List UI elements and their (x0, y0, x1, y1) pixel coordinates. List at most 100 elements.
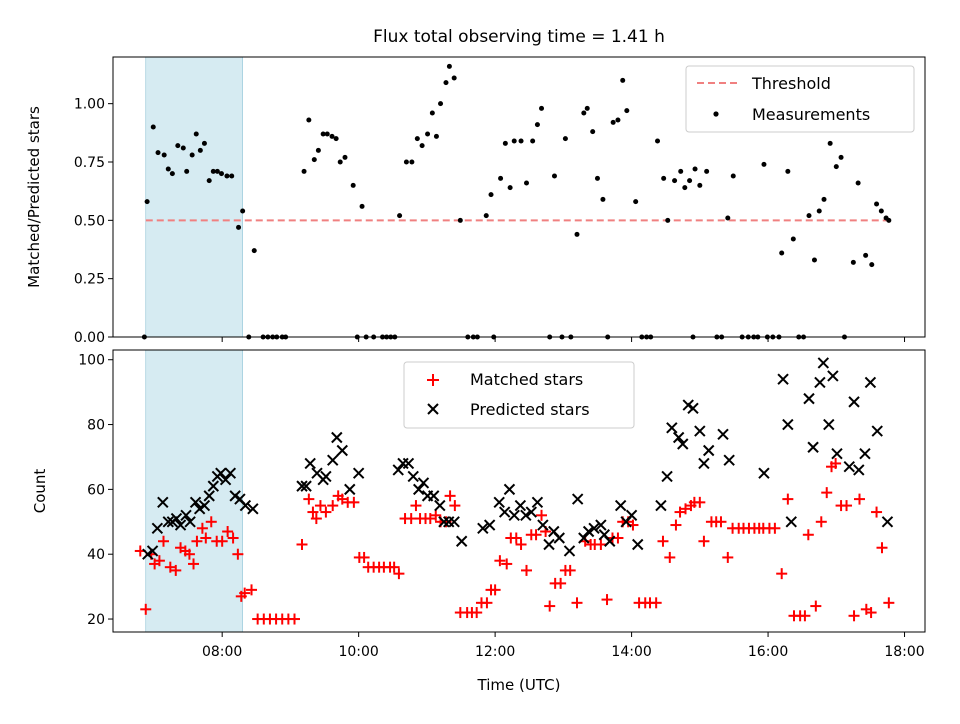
top-y-tick-label: 0.50 (74, 213, 105, 229)
x-tick-label: 16:00 (748, 644, 788, 660)
measurement-point (306, 117, 312, 123)
measurement-point (301, 168, 307, 174)
bottom-y-ticks: 20 40 60 80 100 (78, 353, 113, 628)
matched-star-point (722, 551, 734, 563)
matched-star-point (865, 607, 877, 619)
predicted-star-point (698, 457, 710, 470)
predicted-star-point (871, 425, 883, 437)
predicted-star-point (848, 396, 860, 408)
measurement-point (655, 138, 661, 144)
bottom-legend: Matched stars Predicted stars (403, 361, 635, 429)
predicted-star-point (392, 464, 404, 476)
matched-star-point (515, 538, 527, 550)
predicted-star-point (785, 516, 797, 528)
predicted-star-point (215, 467, 227, 479)
predicted-star-point (477, 522, 489, 534)
measurement-point (419, 143, 425, 149)
predicted-star-point (146, 545, 159, 557)
matched-star-point (388, 561, 400, 573)
predicted-star-point (817, 357, 830, 369)
matched-star-point (494, 555, 506, 567)
matched-star-point (444, 490, 456, 502)
measurement-point (584, 105, 590, 111)
matched-star-point (555, 577, 567, 589)
x-tick-label: 14:00 (611, 644, 651, 660)
predicted-star-point (336, 444, 348, 457)
predicted-star-point (531, 496, 544, 509)
measurement-point (144, 199, 150, 205)
predicted-star-point (677, 438, 689, 450)
measurement-point (833, 164, 839, 170)
matched-star-point (205, 516, 217, 528)
predicted-legend-label: Predicted stars (470, 400, 590, 419)
top-x-ticks (221, 337, 906, 342)
top-plot-frame (112, 56, 926, 338)
predicted-star-point (174, 519, 187, 531)
measurement-point (620, 77, 626, 83)
matched-star-point (821, 487, 833, 499)
predicted-star-point (625, 509, 638, 522)
matched-star-point (810, 600, 822, 612)
measurement-point (838, 154, 844, 160)
matched-star-point (841, 500, 853, 512)
predicted-star-point (224, 467, 237, 479)
measurement-point (687, 178, 693, 184)
predicted-star-point (184, 516, 196, 528)
matched-star-point (501, 558, 513, 570)
measurements-legend-swatch (713, 111, 719, 117)
predicted-star-point (498, 506, 511, 518)
predicted-star-point (717, 428, 729, 440)
matched-star-point (536, 509, 548, 521)
matched-star-point (348, 496, 360, 508)
x-tick-label: 08:00 (202, 644, 242, 660)
predicted-star-point (859, 448, 871, 460)
predicted-star-point (853, 464, 865, 476)
matched-star-point (200, 532, 212, 544)
measurement-point (429, 110, 435, 116)
predicted-star-point (427, 490, 440, 502)
measurement-point (488, 192, 494, 198)
predicted-star-point (537, 519, 549, 531)
measurement-point (350, 182, 356, 188)
shaded-span-bottom (145, 349, 243, 633)
measurement-point (240, 208, 246, 214)
bottom-plot-frame (112, 349, 926, 633)
matched-star-point (216, 535, 228, 547)
bottom-x-ticks: 08:00 10:00 12:00 14:00 16:00 18:00 (202, 632, 925, 660)
matched-star-point (358, 551, 370, 563)
predicted-star-point (402, 457, 415, 470)
predicted-star-point (448, 516, 460, 528)
measurement-point (785, 168, 791, 174)
matched-star-point (183, 548, 195, 560)
measurement-point (850, 259, 856, 265)
measurement-point (337, 159, 343, 165)
top-panel: 0.00 0.25 0.50 0.75 1.00 Matched/Predicted s… (25, 56, 926, 346)
matched-star-point (670, 519, 682, 531)
measurement-point (311, 157, 317, 163)
x-tick-label: 18:00 (884, 644, 924, 660)
predicted-star-point (239, 499, 252, 512)
bottom-y-tick-label: 40 (87, 547, 105, 563)
predicted-star-point (503, 483, 516, 496)
measurement-point (534, 122, 540, 128)
predicted-star-point (803, 392, 815, 405)
measurement-point (725, 215, 731, 221)
matched-star-point (296, 538, 308, 550)
measurement-point (863, 252, 869, 258)
matched-star-point (222, 526, 234, 538)
matched-star-point (157, 535, 169, 547)
matched-star-point (802, 529, 814, 541)
measurement-point (498, 175, 504, 181)
predicted-star-point (666, 422, 678, 434)
matched-star-point (815, 516, 827, 528)
predicted-star-point (407, 470, 419, 483)
matched-star-point (289, 613, 301, 625)
predicted-star-point (758, 467, 770, 479)
measurement-point (414, 136, 420, 142)
matched-star-point (601, 594, 613, 606)
matched-star-point (232, 548, 244, 560)
x-tick-label: 12:00 (475, 644, 515, 660)
measurement-point (551, 173, 557, 179)
predicted-legend-swatch (427, 403, 439, 415)
shaded-span-top (145, 56, 243, 338)
